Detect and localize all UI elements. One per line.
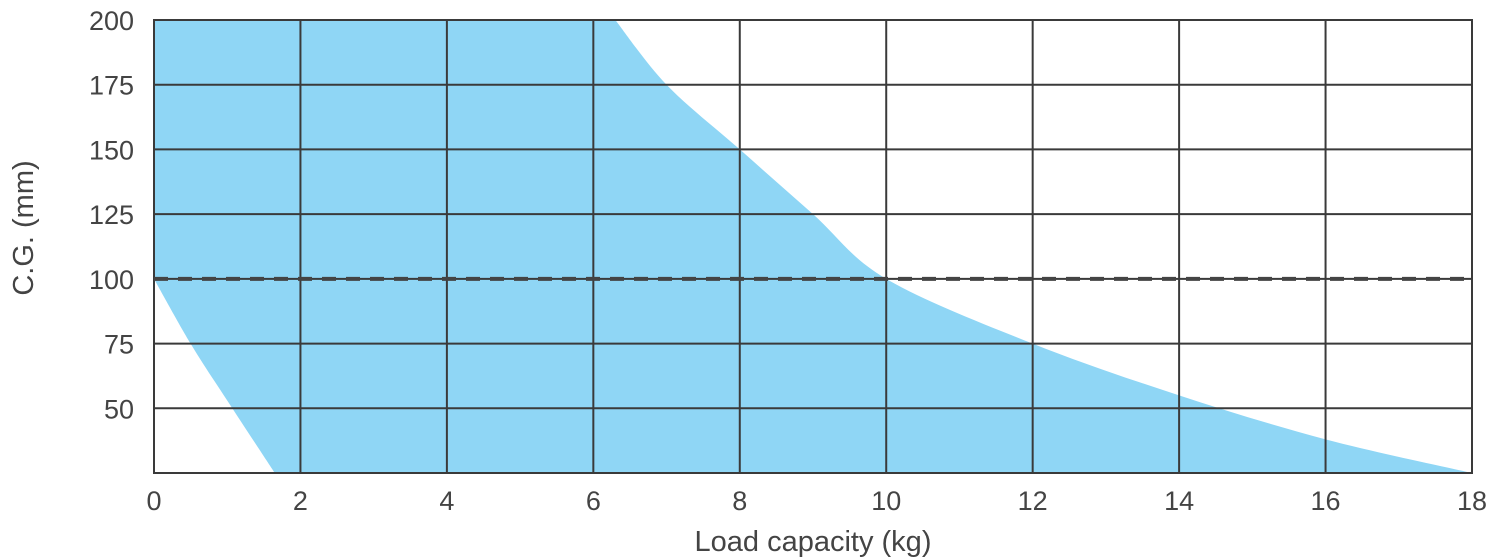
y-tick-label-1: 75 xyxy=(104,330,134,360)
y-axis-title: C.G. (mm) xyxy=(8,160,40,295)
y-tick-label-4: 150 xyxy=(89,135,134,165)
x-tick-label-0: 0 xyxy=(146,486,161,516)
y-tick-label-0: 50 xyxy=(104,394,134,424)
y-tick-label-5: 175 xyxy=(89,71,134,101)
x-tick-label-7: 14 xyxy=(1164,486,1194,516)
x-tick-label-8: 16 xyxy=(1311,486,1341,516)
area-layer xyxy=(154,20,1472,473)
x-tick-label-9: 18 xyxy=(1457,486,1487,516)
y-tick-label-2: 100 xyxy=(89,265,134,295)
x-tick-label-3: 6 xyxy=(586,486,601,516)
x-axis-ticks: 0 2 4 6 8 10 12 14 16 18 xyxy=(146,486,1487,516)
safe-area-0 xyxy=(154,20,1472,473)
x-axis-title: Load capacity (kg) xyxy=(695,526,932,558)
y-tick-label-6: 200 xyxy=(89,6,134,36)
x-tick-label-6: 12 xyxy=(1018,486,1048,516)
x-tick-label-4: 8 xyxy=(732,486,747,516)
x-tick-label-5: 10 xyxy=(871,486,901,516)
y-tick-label-3: 125 xyxy=(89,200,134,230)
x-tick-label-1: 2 xyxy=(293,486,308,516)
y-axis-ticks: 50 75 100 125 150 175 200 xyxy=(89,6,134,424)
plot-frame xyxy=(153,19,1473,474)
x-tick-label-2: 4 xyxy=(439,486,454,516)
